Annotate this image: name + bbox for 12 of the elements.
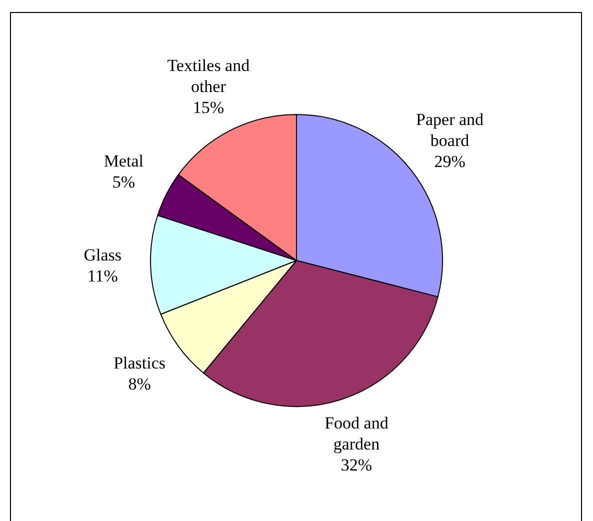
data-label: 5% <box>112 172 135 192</box>
data-label: 11% <box>87 266 118 286</box>
data-label: 32% <box>340 455 372 474</box>
data-label: 29% <box>434 152 466 172</box>
slice-label: Textiles and other <box>167 56 250 96</box>
slice-label: Food and garden <box>324 413 389 454</box>
slice-label: Plastics <box>114 354 166 372</box>
slice-label: Paper and board <box>416 110 484 150</box>
data-label: 15% <box>192 98 224 118</box>
slice-label: Metal <box>104 151 144 170</box>
slice-label: Glass <box>84 246 122 265</box>
data-label: 8% <box>128 374 151 394</box>
